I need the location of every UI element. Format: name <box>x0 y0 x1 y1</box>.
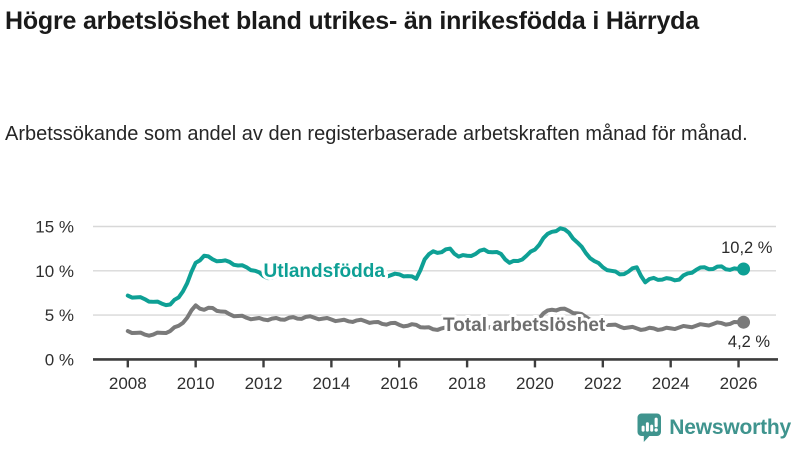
x-tick-label: 2012 <box>245 374 283 393</box>
y-tick-label: 5 % <box>45 306 74 325</box>
x-tick-label: 2026 <box>720 374 758 393</box>
y-tick-label: 0 % <box>45 350 74 369</box>
x-tick-label: 2014 <box>312 374 350 393</box>
series-label: Utlandsfödda <box>264 261 386 282</box>
exclamation-stem <box>654 417 658 428</box>
y-tick-label: 10 % <box>35 262 74 281</box>
series-end-dot-1 <box>737 315 751 329</box>
bar-3 <box>650 424 654 432</box>
speech-bubble-shape <box>637 413 662 442</box>
x-tick-label: 2008 <box>109 374 147 393</box>
series-line-1 <box>125 303 741 338</box>
series-end-dot-0 <box>737 262 751 276</box>
chart-title: Högre arbetslöshet bland utrikes- än inr… <box>5 7 699 35</box>
x-tick-label: 2022 <box>584 374 622 393</box>
chart-subtitle: Arbetssökande som andel av den registerb… <box>5 123 748 145</box>
bar-2 <box>646 422 650 432</box>
newsworthy-logo: Newsworthy <box>637 413 791 443</box>
end-value-label: 10,2 % <box>721 239 773 257</box>
x-tick-label: 2020 <box>516 374 554 393</box>
series-line-0 <box>125 226 741 308</box>
x-tick-label: 2016 <box>380 374 418 393</box>
x-tick-label: 2018 <box>448 374 486 393</box>
newsworthy-icon <box>637 413 662 442</box>
x-tick-label: 2010 <box>177 374 215 393</box>
bar-1 <box>641 425 645 432</box>
exclamation-dot <box>654 428 659 432</box>
end-value-label: 4,2 % <box>728 333 771 351</box>
y-tick-label: 15 % <box>35 218 74 237</box>
series-label: Total arbetslöshet <box>443 315 606 336</box>
newsworthy-wordmark: Newsworthy <box>669 416 791 439</box>
x-tick-label: 2024 <box>652 374 690 393</box>
